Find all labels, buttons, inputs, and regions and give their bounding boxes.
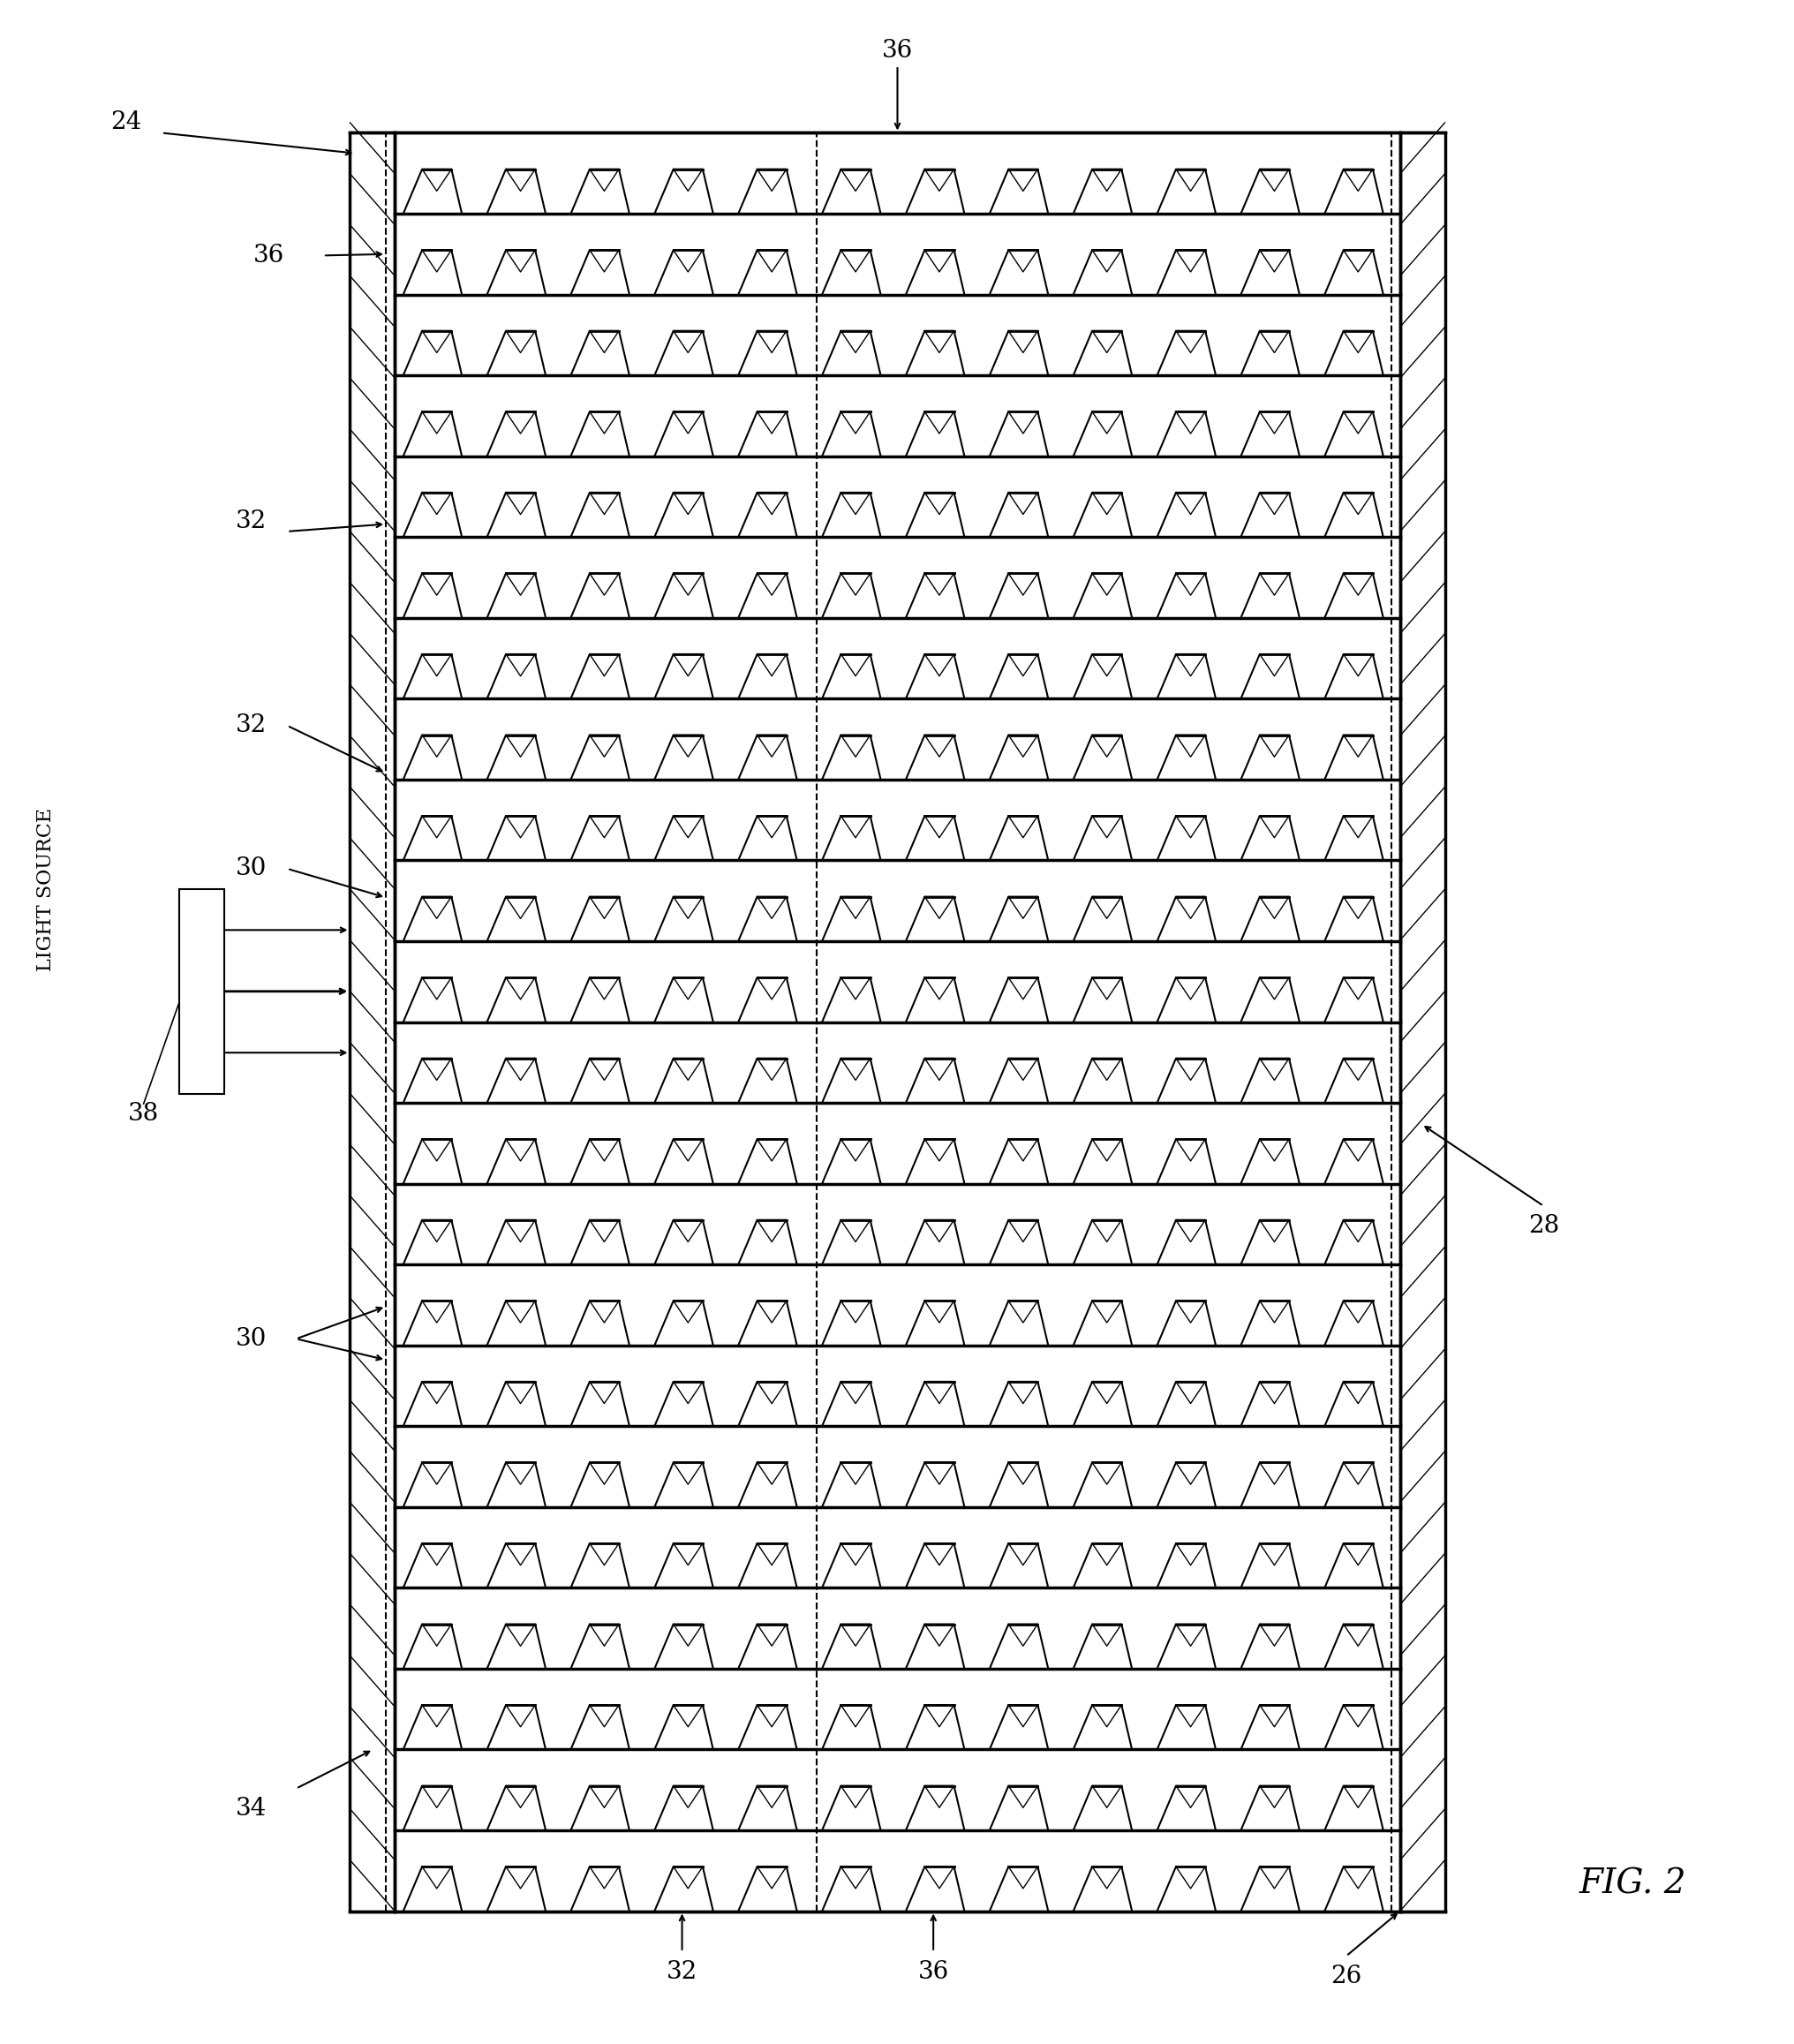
Text: 32: 32	[666, 1960, 698, 1985]
Text: 24: 24	[109, 110, 142, 135]
Text: 28: 28	[1527, 1214, 1559, 1239]
Text: 36: 36	[881, 39, 913, 63]
Text: 30: 30	[235, 856, 267, 881]
Text: 34: 34	[235, 1797, 267, 1821]
Text: 36: 36	[253, 243, 285, 268]
FancyBboxPatch shape	[1399, 133, 1444, 1911]
FancyBboxPatch shape	[350, 133, 395, 1911]
FancyBboxPatch shape	[179, 889, 224, 1094]
Text: 32: 32	[235, 713, 267, 738]
Text: 26: 26	[1329, 1964, 1362, 1989]
Text: 32: 32	[235, 509, 267, 533]
Text: 38: 38	[127, 1102, 160, 1126]
Text: 30: 30	[235, 1327, 267, 1351]
Text: 36: 36	[917, 1960, 949, 1985]
Text: FIG. 2: FIG. 2	[1579, 1868, 1686, 1901]
Text: LIGHT SOURCE: LIGHT SOURCE	[36, 807, 56, 971]
